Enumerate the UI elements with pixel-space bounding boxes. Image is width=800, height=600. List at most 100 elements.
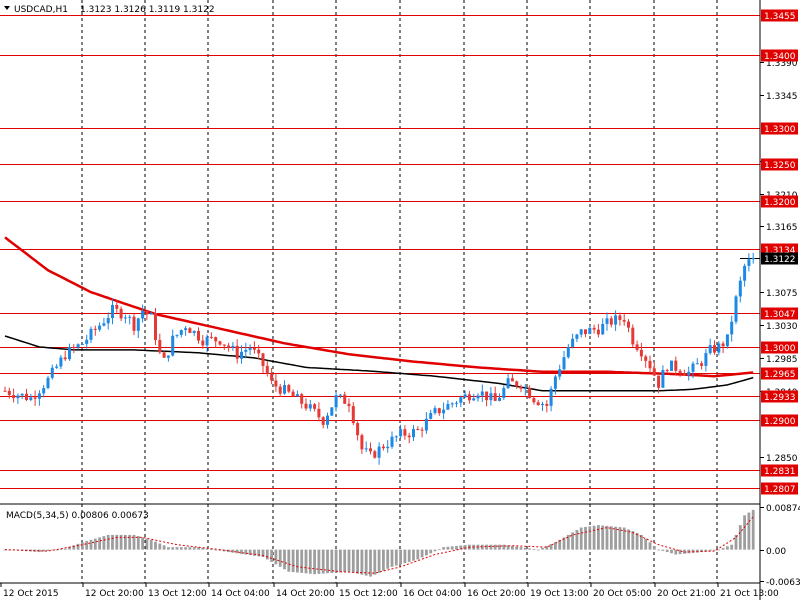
candle[interactable] [338, 393, 342, 399]
candle[interactable] [59, 354, 63, 370]
candle[interactable] [304, 398, 308, 411]
candle[interactable] [141, 304, 145, 323]
candle[interactable] [123, 314, 127, 324]
candle[interactable] [291, 389, 295, 397]
candle[interactable] [747, 253, 751, 272]
candle[interactable] [682, 369, 686, 376]
candle[interactable] [579, 328, 583, 338]
candle[interactable] [687, 366, 691, 381]
candle[interactable] [356, 421, 360, 441]
candle[interactable] [72, 344, 76, 354]
candle[interactable] [321, 416, 325, 429]
candle[interactable] [648, 355, 652, 373]
candle[interactable] [575, 333, 579, 343]
candle[interactable] [700, 360, 704, 370]
candle[interactable] [622, 314, 626, 326]
candle[interactable] [300, 392, 304, 409]
candle[interactable] [68, 343, 71, 361]
candle[interactable] [627, 319, 630, 333]
candle[interactable] [536, 399, 540, 406]
candle[interactable] [734, 294, 738, 325]
candle[interactable] [76, 343, 80, 350]
candle[interactable] [16, 393, 20, 404]
candle[interactable] [265, 361, 269, 377]
candle[interactable] [7, 387, 11, 399]
candle[interactable] [171, 329, 175, 357]
candle[interactable] [102, 317, 106, 327]
candle[interactable] [89, 326, 93, 343]
candle[interactable] [725, 334, 729, 349]
candle[interactable] [308, 399, 312, 412]
candle[interactable] [278, 383, 282, 397]
candle[interactable] [33, 390, 37, 406]
candle[interactable] [115, 300, 119, 313]
candle[interactable] [493, 386, 497, 402]
candle[interactable] [98, 322, 102, 332]
candle[interactable] [197, 327, 200, 344]
candle[interactable] [584, 329, 587, 338]
candle[interactable] [553, 374, 557, 395]
candle[interactable] [214, 336, 218, 348]
candle[interactable] [42, 384, 46, 398]
candle[interactable] [222, 344, 226, 350]
candle[interactable] [609, 316, 613, 328]
dropdown-triangle-icon[interactable] [4, 6, 10, 10]
candle[interactable] [46, 375, 50, 390]
candle[interactable] [429, 409, 433, 420]
candle[interactable] [240, 345, 243, 364]
candle[interactable] [510, 373, 514, 382]
candle[interactable] [717, 340, 721, 356]
candle[interactable] [463, 390, 467, 398]
candle[interactable] [364, 441, 368, 453]
candle[interactable] [678, 368, 682, 377]
candle[interactable] [377, 442, 381, 465]
candle[interactable] [209, 332, 213, 340]
candle[interactable] [248, 344, 252, 356]
candle[interactable] [661, 365, 665, 388]
candle[interactable] [334, 391, 338, 412]
candle[interactable] [730, 315, 734, 342]
candle[interactable] [652, 362, 656, 377]
candle[interactable] [37, 390, 41, 406]
candle[interactable] [704, 348, 708, 372]
candle[interactable] [373, 449, 377, 459]
candle[interactable] [154, 307, 157, 346]
candle[interactable] [721, 341, 725, 353]
candle[interactable] [201, 335, 205, 349]
candle[interactable] [128, 314, 132, 325]
candle[interactable] [119, 306, 123, 322]
candle[interactable] [347, 398, 351, 413]
candle[interactable] [132, 314, 136, 336]
candle[interactable] [502, 385, 506, 401]
candle[interactable] [515, 380, 519, 389]
candle[interactable] [743, 263, 747, 287]
candle[interactable] [713, 340, 716, 355]
candle[interactable] [472, 393, 476, 402]
candle[interactable] [670, 360, 673, 372]
candle[interactable] [403, 425, 407, 440]
candle[interactable] [360, 433, 364, 454]
candle[interactable] [695, 358, 699, 365]
candle[interactable] [158, 333, 162, 355]
candle[interactable] [549, 386, 553, 412]
candle[interactable] [192, 330, 196, 336]
candle[interactable] [639, 342, 643, 361]
candle[interactable] [257, 345, 261, 360]
candle[interactable] [111, 298, 114, 325]
candle[interactable] [631, 324, 635, 348]
candle[interactable] [476, 393, 480, 402]
candle[interactable] [235, 339, 239, 364]
candle[interactable] [3, 386, 7, 392]
candle[interactable] [665, 368, 669, 373]
candle[interactable] [489, 387, 493, 406]
candle[interactable] [424, 412, 428, 434]
candle[interactable] [498, 393, 501, 402]
candles[interactable] [3, 252, 755, 465]
candle[interactable] [274, 374, 278, 392]
candle[interactable] [399, 424, 403, 439]
candle[interactable] [317, 402, 321, 422]
candle[interactable] [326, 412, 329, 429]
candle[interactable] [390, 431, 394, 449]
candle[interactable] [480, 384, 484, 402]
